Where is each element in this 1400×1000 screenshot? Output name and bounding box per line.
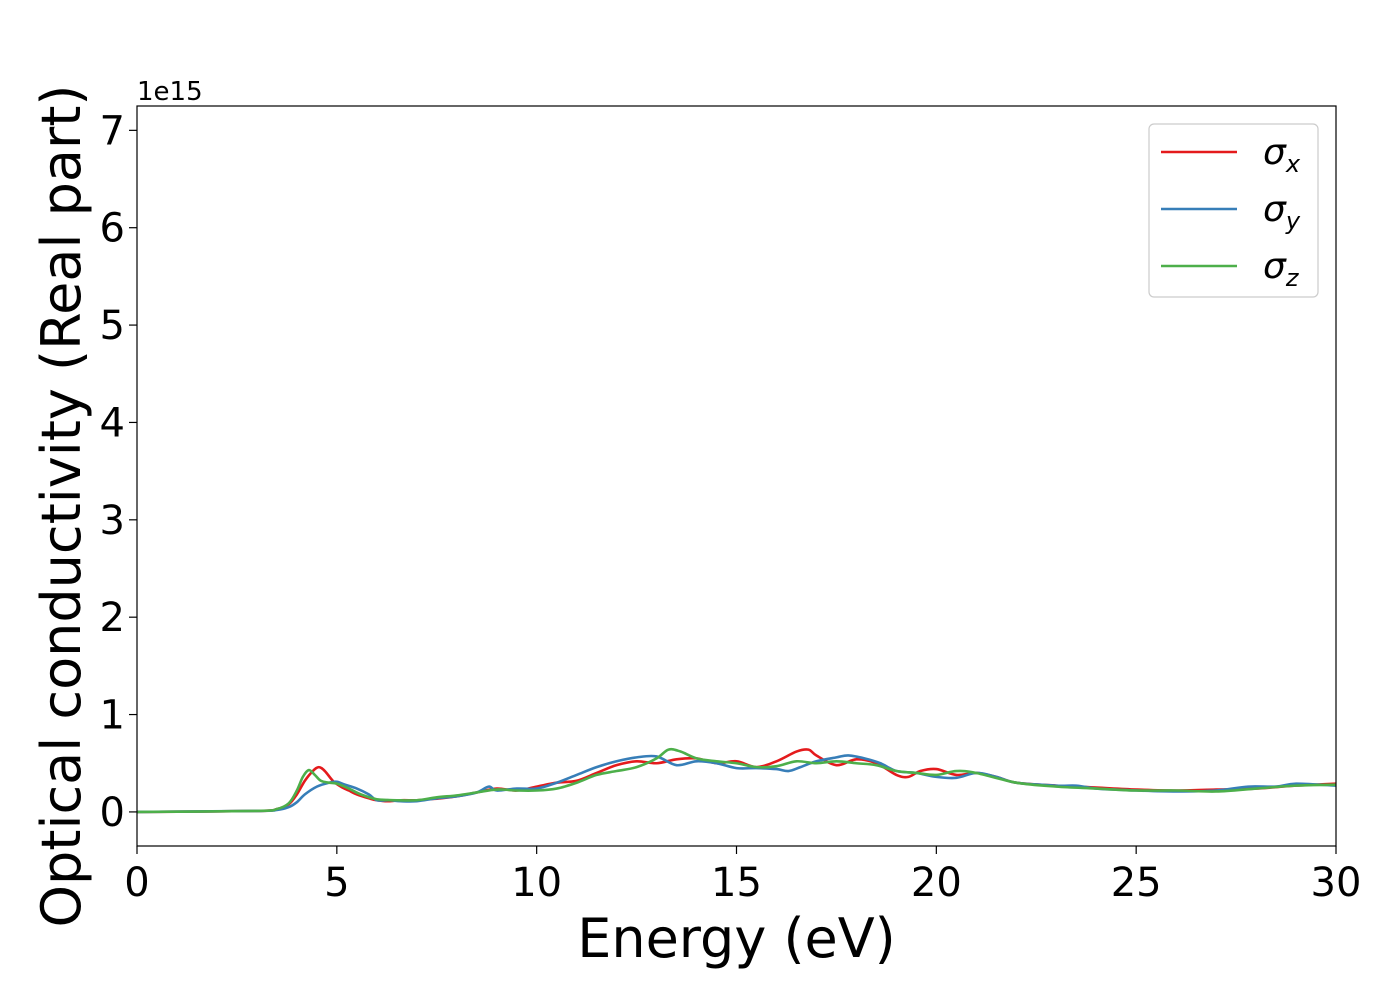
x-tick-label: 20 <box>911 860 962 906</box>
y-tick-label: 7 <box>100 108 125 154</box>
x-tick-label: 25 <box>1111 860 1162 906</box>
x-tick-label: 30 <box>1311 860 1362 906</box>
legend-symbol: σ <box>1263 189 1287 230</box>
y-tick-label: 6 <box>100 206 125 252</box>
plot-area <box>137 106 1336 846</box>
y-axis-label: Optical conductivity (Real part) <box>30 85 93 928</box>
y-tick-label: 3 <box>100 498 125 544</box>
legend-symbol: σ <box>1263 246 1287 287</box>
legend-entry-y: σy <box>1263 189 1301 235</box>
y-tick-label: 1 <box>100 693 125 739</box>
x-tick-label: 10 <box>511 860 562 906</box>
legend-subscript: y <box>1285 207 1301 235</box>
legend-box <box>1148 123 1319 298</box>
y-axis-offset-label: 1e15 <box>137 77 203 107</box>
x-tick-label: 15 <box>711 860 762 906</box>
legend-symbol: σ <box>1263 132 1287 173</box>
y-tick-label: 5 <box>100 303 125 349</box>
x-tick-label: 0 <box>124 860 149 906</box>
x-tick-label: 5 <box>324 860 349 906</box>
y-tick-label: 0 <box>100 790 125 836</box>
legend-subscript: x <box>1285 150 1301 178</box>
legend-subscript: z <box>1285 264 1300 292</box>
y-tick-label: 4 <box>100 400 125 446</box>
y-axis: 0 1 2 3 4 5 6 7 <box>100 108 137 836</box>
legend-entry-z: σz <box>1263 246 1300 292</box>
series-layer <box>137 747 1336 814</box>
y-tick-label: 2 <box>100 595 125 641</box>
series-line-z <box>137 747 1336 814</box>
x-axis: 0 5 10 15 20 25 30 <box>124 846 1361 906</box>
x-axis-label: Energy (eV) <box>577 907 896 970</box>
legend-entry-x: σx <box>1263 132 1301 178</box>
